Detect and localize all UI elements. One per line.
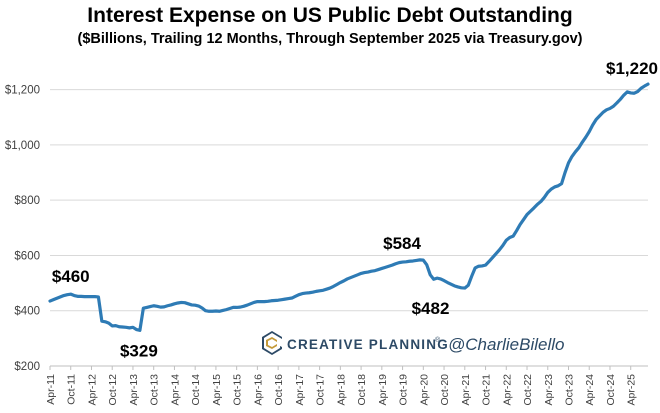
company-name: CREATIVE PLANNING [287,337,449,352]
x-tick-label: Oct-22 [522,374,534,406]
gridlines [50,89,648,312]
series-line [48,82,650,332]
chart-title: Interest Expense on US Public Debt Outst… [87,4,572,27]
x-tick-label: Oct-24 [605,374,617,406]
x-tick-label: Oct-16 [273,374,285,406]
x-tick-label: Apr-14 [169,374,181,406]
x-tick-label: Apr-20 [418,374,430,406]
x-tick-label: Apr-13 [128,374,140,406]
x-tick-label: Apr-15 [211,374,223,406]
value-callout: $1,220 [606,59,658,78]
x-tick-label: Oct-23 [563,374,575,406]
y-tick-label: $200 [14,361,40,373]
x-tick-label: Apr-23 [543,374,555,406]
x-tick-label: Apr-24 [584,374,596,406]
x-tick-label: Apr-22 [501,374,513,406]
author-handle: @CharlieBilello [448,335,564,354]
value-callouts: $460 $329 $584 $482 $1,220 [52,59,658,360]
x-tick-label: Oct-12 [107,374,119,406]
x-tick-label: Oct-15 [232,374,244,406]
x-tick-label: Oct-17 [315,374,327,406]
value-callout: $584 [383,234,421,253]
x-tick-label: Apr-17 [294,374,306,406]
x-tick-label: Apr-16 [252,374,264,406]
x-tick-label: Apr-25 [626,374,638,406]
x-tick-label: Oct-14 [190,374,202,406]
creative-planning-logo-icon [262,331,282,355]
x-tick-label: Apr-21 [460,374,472,406]
x-tick-label: Oct-19 [398,374,410,406]
value-callout: $460 [52,267,90,286]
x-tick-label: Oct-13 [149,374,161,406]
chart-subtitle: ($Billions, Trailing 12 Months, Through … [78,31,583,47]
x-tick-label: Oct-11 [66,374,78,405]
x-tick-label: Oct-20 [439,374,451,406]
x-tick-label: Apr-11 [45,374,57,405]
y-tick-label: $1,200 [5,85,40,97]
value-callout: $482 [412,299,450,318]
y-tick-label: $1,000 [5,140,40,152]
branding-watermark: CREATIVE PLANNING ® @CharlieBilello [262,331,564,355]
x-tick-label: Oct-18 [356,374,368,406]
y-axis-ticks: $200 $400 $600 $800 $1,000 $1,200 [5,85,40,373]
y-tick-label: $400 [14,306,40,318]
x-tick-label: Oct-21 [481,374,493,406]
x-tick-label: Apr-12 [86,374,98,406]
y-tick-label: $600 [14,250,40,262]
value-callout: $329 [120,341,158,360]
y-tick-label: $800 [14,195,40,207]
registered-mark: ® [435,336,441,344]
x-axis-ticks: Apr-11 Oct-11 Apr-12 Oct-12 Apr-13 Oct-13 Apr-… [45,366,638,406]
x-tick-label: Apr-19 [377,374,389,406]
x-tick-label: Apr-18 [335,374,347,406]
